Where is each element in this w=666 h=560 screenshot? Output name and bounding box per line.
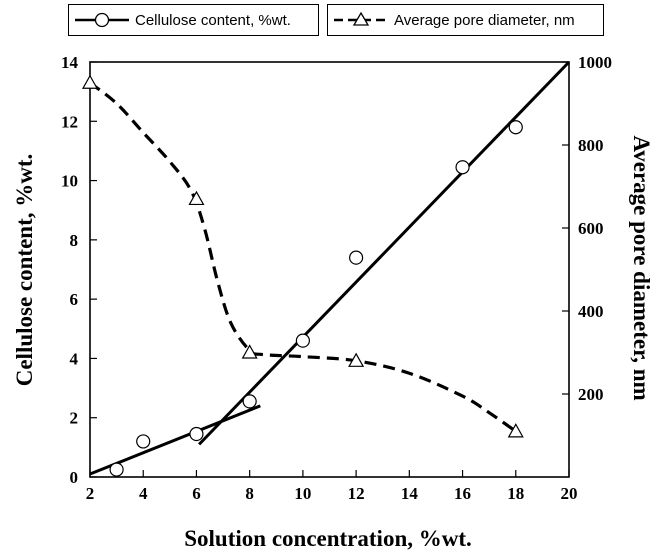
x-tick-label: 4 [139,484,148,503]
x-axis-ticks: 2 4 6 8 10 12 14 16 18 20 [86,470,578,503]
left-tick-label: 0 [70,468,79,487]
legend-cellulose-swatch [75,12,129,28]
pore-point [348,352,365,367]
cellulose-point [349,250,364,265]
cellulose-point [295,333,310,348]
right-tick-label: 800 [578,136,604,155]
pore-trend-path [89,81,517,433]
x-tick-label: 10 [294,484,311,503]
pore-trend-curve [89,81,517,433]
data-points [81,74,524,477]
cellulose-fit-lines [89,60,571,476]
x-tick-label: 2 [86,484,95,503]
cellulose-point [136,434,151,449]
pore-point [241,344,258,359]
legend-pore-label: Average pore diameter, nm [394,11,575,29]
pore-point [507,423,524,438]
cellulose-point [109,462,124,477]
right-axis-ticks: 200 400 600 800 1000 [562,53,612,404]
pore-point [188,190,205,206]
x-tick-label: 20 [561,484,578,503]
x-tick-label: 14 [401,484,419,503]
left-tick-label: 8 [70,231,79,250]
x-tick-label: 18 [507,484,524,503]
left-tick-label: 12 [61,112,78,131]
legend-pore: Average pore diameter, nm [327,4,604,36]
right-tick-label: 200 [578,385,604,404]
left-axis-label: Cellulose content, %wt. [12,154,37,387]
cellulose-point [189,426,204,442]
x-tick-label: 16 [454,484,471,503]
left-tick-label: 4 [70,349,79,368]
left-tick-label: 6 [70,290,79,309]
left-tick-label: 14 [61,53,79,72]
x-tick-label: 8 [245,484,254,503]
left-tick-label: 2 [70,409,79,428]
legend-cellulose-label: Cellulose content, %wt. [135,11,291,29]
cellulose-point [455,160,470,175]
right-tick-label: 1000 [578,53,612,72]
chart-axes [89,61,570,478]
right-axis-label: Average pore diameter, nm [629,135,654,400]
x-axis-label: Solution concentration, %wt. [184,526,472,551]
right-tick-label: 600 [578,219,604,238]
left-tick-label: 10 [61,172,78,191]
pore-point [81,74,99,89]
x-tick-label: 6 [192,484,201,503]
fit-line [89,404,261,476]
cellulose-point [508,120,523,135]
cellulose-point [242,394,257,409]
fit-line [198,60,571,446]
x-tick-label: 12 [348,484,365,503]
plot-frame [89,61,570,478]
right-tick-label: 400 [578,302,604,321]
left-axis-ticks: 0 2 4 6 8 10 12 14 [61,53,97,487]
legend-pore-swatch [334,11,388,26]
legend-cellulose: Cellulose content, %wt. [68,4,319,36]
